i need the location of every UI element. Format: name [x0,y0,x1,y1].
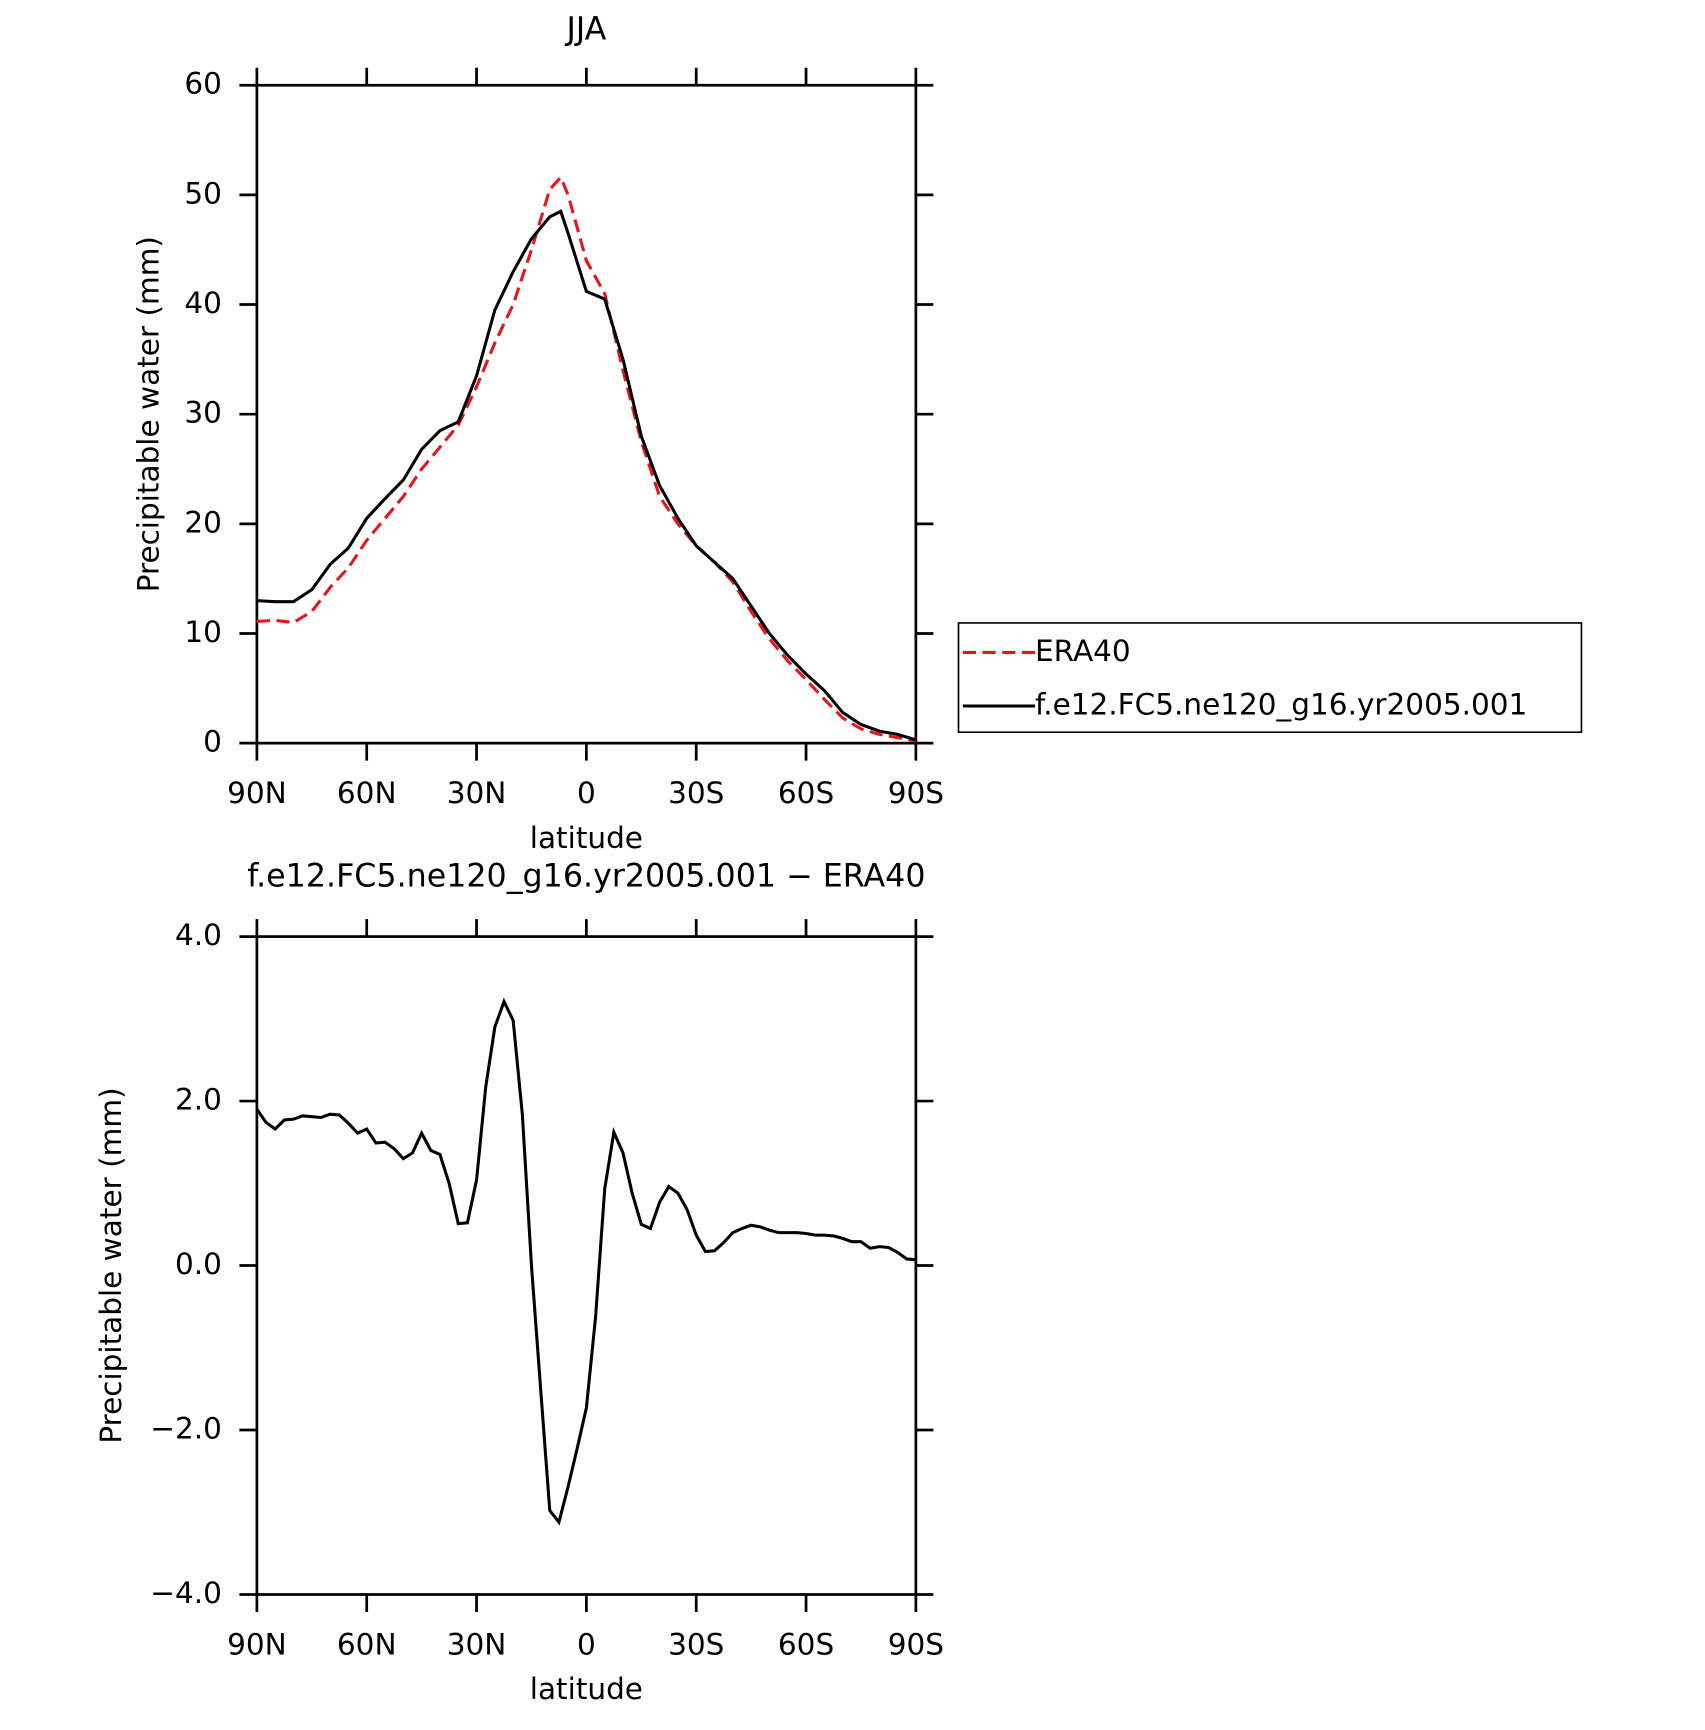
x-tick-label: 90S [888,1627,944,1661]
chart-title: JJA [564,12,606,48]
x-tick-label: 0 [577,776,596,810]
x-tick-label: 60N [337,1627,397,1661]
data-line [256,174,917,743]
y-tick-label: 4.0 [175,918,222,952]
x-tick-label: 30S [668,1627,724,1661]
x-tick-label: 90S [888,776,944,810]
plot-frame [255,83,918,745]
y-axis-label: Precipitable water (mm) [94,1087,128,1443]
y-tick-label: 2.0 [175,1083,222,1117]
y-tick-label: −4.0 [150,1576,222,1610]
y-tick-label: 20 [184,505,222,539]
y-tick-label: 40 [184,286,222,320]
x-tick-label: 60N [337,776,397,810]
x-tick-label: 0 [577,1627,596,1661]
y-tick-label: 50 [184,176,222,210]
x-tick-label: 30N [447,1627,507,1661]
x-tick-label: 60S [778,1627,834,1661]
y-tick-label: 0.0 [175,1247,222,1281]
x-tick-label: 60S [778,776,834,810]
y-tick-label: −2.0 [150,1412,222,1446]
x-tick-label: 30N [447,776,507,810]
legend-label: f.e12.FC5.ne120_g16.yr2005.001 [1035,687,1527,721]
x-tick-label: 90N [227,1627,287,1661]
x-axis-label: latitude [530,1672,643,1706]
x-tick-label: 90N [227,776,287,810]
y-tick-label: 60 [184,67,222,101]
y-tick-label: 30 [184,396,222,430]
plot-frame [255,935,918,1596]
y-axis-label: Precipitable water (mm) [131,236,165,592]
y-tick-label: 0 [203,725,222,759]
data-line [256,209,917,742]
legend-box [957,622,1583,734]
legend-label: ERA40 [1035,634,1131,668]
data-line [255,997,917,1526]
x-axis-label: latitude [530,821,643,855]
x-tick-label: 30S [668,776,724,810]
chart-title: f.e12.FC5.ne120_g16.yr2005.001 − ERA40 [247,859,925,895]
y-tick-label: 10 [184,615,222,649]
